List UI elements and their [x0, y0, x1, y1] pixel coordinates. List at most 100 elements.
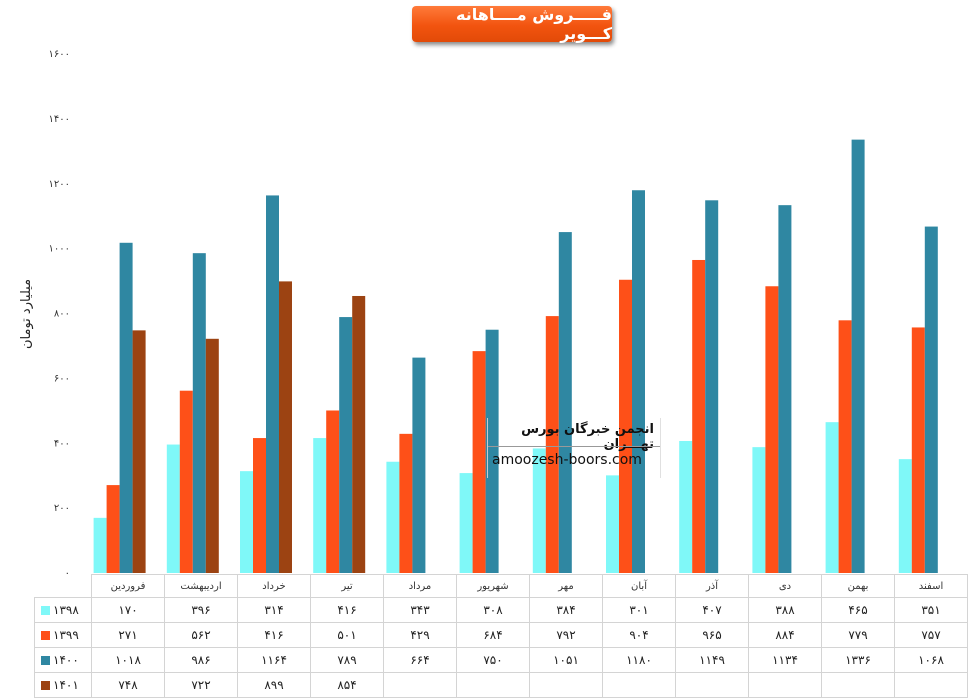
y-tick-label: ۱۴۰۰ — [49, 114, 70, 125]
data-label: ۳۵۱ — [894, 597, 968, 623]
bar — [192, 253, 206, 573]
bar — [240, 471, 253, 573]
table-row: ۱۴۰۱ ۷۴۸ ۷۲۲ ۸۹۹ ۸۵۴ — [34, 672, 968, 698]
data-label: ۴۲۹ — [383, 622, 457, 648]
data-label — [748, 672, 822, 698]
bar — [924, 226, 938, 573]
data-label: ۱۰۱۸ — [91, 647, 165, 673]
data-label — [456, 672, 530, 698]
bar — [911, 327, 925, 573]
data-label — [821, 672, 895, 698]
bar — [93, 517, 107, 573]
legend-entry: ۱۳۹۹ — [34, 622, 92, 648]
table-corner — [35, 575, 92, 598]
bar — [253, 438, 266, 573]
data-label: ۱۷۰ — [91, 597, 165, 623]
legend-swatch — [41, 656, 50, 665]
y-tick-label: ۲۰۰ — [54, 503, 70, 514]
x-tick-label: شهریور — [456, 574, 530, 598]
bar — [532, 448, 546, 573]
data-label: ۱۰۵۱ — [529, 647, 603, 673]
data-label: ۷۸۹ — [310, 647, 384, 673]
bar — [545, 316, 559, 573]
bar — [692, 259, 706, 573]
data-label: ۹۶۵ — [675, 622, 749, 648]
data-label: ۳۸۴ — [529, 597, 603, 623]
bar — [606, 475, 619, 573]
y-axis-label: میلیارد تومان — [19, 279, 34, 349]
x-tick-label: تیر — [310, 574, 384, 598]
y-tick-label: ۶۰۰ — [54, 373, 70, 384]
x-tick-label: اسفند — [894, 574, 968, 598]
data-table: فروردین اردیبهشت خرداد تیر مرداد شهریور مهر آبا… — [34, 574, 968, 698]
data-label: ۷۲۲ — [164, 672, 238, 698]
table-row: ۱۴۰۰ ۱۰۱۸ ۹۸۶ ۱۱۶۴ ۷۸۹ ۶۶۴ ۷۵۰ ۱۰۵۱ ۱۱۸۰ ۱۱۴۹ ۱۱۳۴… — [34, 647, 968, 673]
legend-entry: ۱۴۰۰ — [34, 647, 92, 673]
legend-label: ۱۴۰۰ — [53, 653, 79, 667]
x-tick-label: دی — [748, 574, 822, 598]
data-label: ۲۷۱ — [91, 622, 165, 648]
data-label: ۷۷۹ — [821, 622, 895, 648]
data-label: ۳۱۴ — [237, 597, 311, 623]
bar — [412, 357, 426, 573]
bar — [825, 422, 839, 573]
bar — [279, 281, 292, 573]
bar — [619, 279, 632, 573]
bar — [765, 286, 779, 573]
data-label — [894, 672, 968, 698]
table-header-row: فروردین اردیبهشت خرداد تیر مرداد شهریور مهر آبا… — [35, 574, 968, 598]
watermark: انجمن خبرگان بورس تهـــران amoozesh-boor… — [487, 418, 661, 478]
y-axis: ۰ ۲۰۰ ۴۰۰ ۶۰۰ ۸۰۰ ۱۰۰۰ ۱۲۰۰ ۱۴۰۰ ۱۶۰۰ — [49, 49, 70, 574]
y-tick-label: ۸۰۰ — [54, 309, 70, 320]
x-tick-label: آبان — [602, 574, 676, 598]
bar — [352, 295, 366, 573]
data-label: ۱۱۸۰ — [602, 647, 676, 673]
y-tick-label: ۴۰۰ — [54, 438, 70, 449]
data-label: ۷۵۰ — [456, 647, 530, 673]
bar — [558, 232, 572, 573]
bar — [339, 317, 353, 573]
legend-swatch — [41, 606, 50, 615]
data-label: ۸۸۴ — [748, 622, 822, 648]
data-label: ۱۱۶۴ — [237, 647, 311, 673]
data-label: ۵۶۲ — [164, 622, 238, 648]
bar — [386, 461, 400, 573]
data-label: ۳۴۳ — [383, 597, 457, 623]
y-tick-label: ۱۲۰۰ — [49, 179, 70, 190]
bar — [838, 320, 852, 573]
data-label: ۷۹۲ — [529, 622, 603, 648]
bars — [93, 139, 938, 574]
bar — [313, 438, 327, 573]
data-label: ۴۱۶ — [310, 597, 384, 623]
data-label: ۷۵۷ — [894, 622, 968, 648]
data-label: ۱۱۴۹ — [675, 647, 749, 673]
bar — [459, 473, 473, 573]
data-label — [602, 672, 676, 698]
chart-title: فـــــروش مــــاهانه کـــویر — [412, 5, 612, 43]
bar — [132, 330, 146, 573]
bar-chart: ۰ ۲۰۰ ۴۰۰ ۶۰۰ ۸۰۰ ۱۰۰۰ ۱۲۰۰ ۱۴۰۰ ۱۶۰۰ میلیارد تو… — [19, 49, 938, 574]
data-label: ۹۸۶ — [164, 647, 238, 673]
y-tick-label: ۱۶۰۰ — [49, 49, 70, 60]
legend-entry: ۱۳۹۸ — [34, 597, 92, 623]
watermark-url: amoozesh-boors.com — [492, 452, 642, 468]
x-tick-label: بهمن — [821, 574, 895, 598]
bar — [851, 139, 865, 573]
data-label: ۳۹۶ — [164, 597, 238, 623]
data-label: ۱۰۶۸ — [894, 647, 968, 673]
bar — [266, 195, 279, 574]
data-label: ۷۴۸ — [91, 672, 165, 698]
data-label: ۳۰۸ — [456, 597, 530, 623]
data-label: ۶۶۴ — [383, 647, 457, 673]
bar — [205, 338, 219, 573]
bar — [472, 351, 486, 573]
data-label: ۴۱۶ — [237, 622, 311, 648]
bar — [106, 485, 120, 573]
data-label — [383, 672, 457, 698]
data-label — [675, 672, 749, 698]
data-label: ۱۱۳۴ — [748, 647, 822, 673]
data-label: ۹۰۴ — [602, 622, 676, 648]
data-label: ۳۰۱ — [602, 597, 676, 623]
data-label: ۱۳۳۶ — [821, 647, 895, 673]
data-label — [529, 672, 603, 698]
